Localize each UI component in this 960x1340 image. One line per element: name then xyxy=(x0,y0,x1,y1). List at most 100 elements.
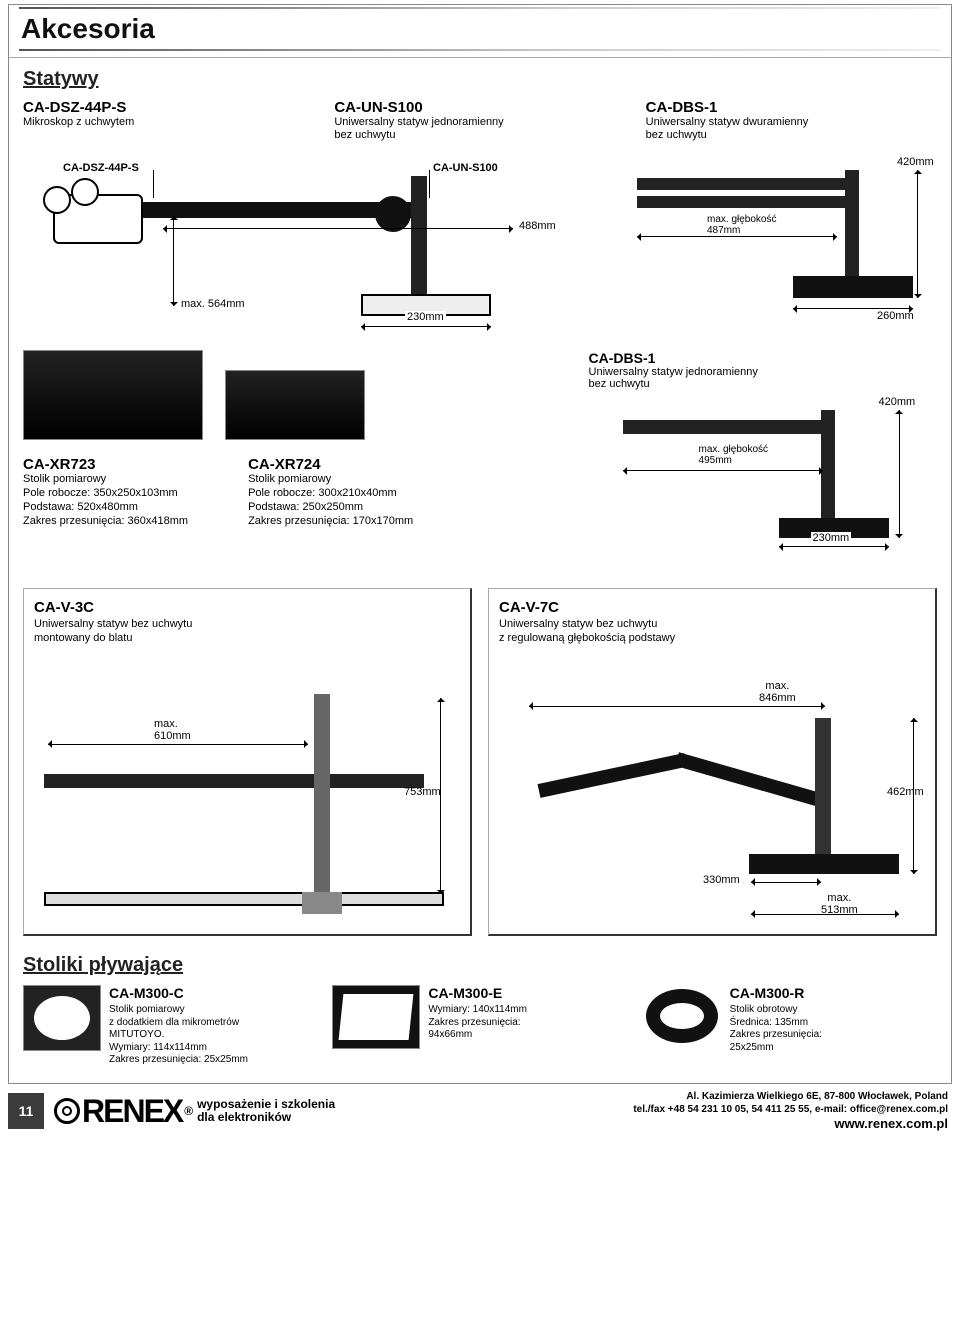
photo-xr723 xyxy=(23,350,203,440)
cv-name: CA-V-7C xyxy=(499,599,925,616)
photo-m300r xyxy=(642,985,722,1047)
section-stoliki: Stoliki pływające xyxy=(9,944,951,981)
dim-610: max. 610mm xyxy=(154,718,191,742)
dim-230b: 230mm xyxy=(811,532,852,544)
prod-desc: Uniwersalny statyw dwuramienny bez uchwy… xyxy=(646,116,937,142)
spec-name: CA-XR723 xyxy=(23,456,188,473)
schematic-cav3c: max. 610mm 753mm xyxy=(34,654,460,924)
spec-line: Pole robocze: 300x210x40mm xyxy=(248,487,413,501)
schematic-dbs-top: max. głębokość 487mm 420mm 260mm xyxy=(597,156,937,336)
dim-420b: 420mm xyxy=(879,396,916,408)
spec-line: Stolik pomiarowy xyxy=(23,473,188,487)
stolik-line: Zakres przesunięcia: xyxy=(730,1029,822,1040)
stolik-m300e: CA-M300-E Wymiary: 140x114mm Zakres prze… xyxy=(332,985,627,1049)
stolik-line: Wymiary: 114x114mm xyxy=(109,1042,207,1053)
registered-icon: ® xyxy=(184,1104,191,1118)
dim-330: 330mm xyxy=(703,874,740,886)
stolik-line: Stolik obrotowy xyxy=(730,1004,798,1015)
spec-xr724: CA-XR724 Stolik pomiarowy Pole robocze: … xyxy=(248,448,413,536)
tagline-2: dla elektroników xyxy=(197,1111,335,1125)
prod-name: CA-UN-S100 xyxy=(334,99,625,116)
spec-line: Zakres przesunięcia: 360x418mm xyxy=(23,515,188,529)
dim-arrow-230b xyxy=(779,546,889,547)
photo-xr724 xyxy=(225,370,365,440)
label-dsz: CA-DSZ-44P-S xyxy=(63,162,139,174)
page: Akcesoria Statywy CA-DSZ-44P-S Mikroskop… xyxy=(0,0,960,1141)
dim-488: 488mm xyxy=(519,220,556,232)
footer-tagline: wyposażenie i szkolenia dla elektroników xyxy=(197,1098,335,1126)
stolik-name: CA-M300-E xyxy=(428,985,527,1003)
spec-name: CA-XR724 xyxy=(248,456,413,473)
schematic-dbs-bottom: max. głębokość 495mm 420mm 230mm xyxy=(589,396,929,566)
label-un: CA-UN-S100 xyxy=(433,162,498,174)
dim-487: max. głębokość 487mm xyxy=(707,214,776,236)
stolik-line: Zakres przesunięcia: xyxy=(428,1017,520,1028)
stolik-name: CA-M300-C xyxy=(109,985,248,1003)
stolik-line: Średnica: 135mm xyxy=(730,1017,808,1028)
footer-brand: renex ® xyxy=(54,1093,191,1130)
dim-arrow-513 xyxy=(751,914,899,915)
prod-desc: Uniwersalny statyw jednoramienny bez uch… xyxy=(334,116,625,142)
dim-260: 260mm xyxy=(877,310,914,322)
schematic-dsz-un: CA-DSZ-44P-S CA-UN-S100 488mm max. 564mm… xyxy=(23,156,583,336)
cv-name: CA-V-3C xyxy=(34,599,460,616)
brand-text: renex xyxy=(82,1093,182,1130)
product-uns100: CA-UN-S100 Uniwersalny statyw jednoramie… xyxy=(334,99,625,142)
page-title: Akcesoria xyxy=(9,9,951,49)
outer-border: Akcesoria Statywy CA-DSZ-44P-S Mikroskop… xyxy=(8,4,952,1084)
prod-name: CA-DBS-1 xyxy=(646,99,937,116)
stolik-line: MITUTOYO. xyxy=(109,1029,164,1040)
title-bar: Akcesoria xyxy=(9,5,951,58)
stolik-line: Zakres przesunięcia: 25x25mm xyxy=(109,1054,248,1065)
dim-230a: 230mm xyxy=(405,311,446,323)
spec-xr723: CA-XR723 Stolik pomiarowy Pole robocze: … xyxy=(23,448,188,536)
stolik-line: 94x66mm xyxy=(428,1029,472,1040)
stolik-line: Stolik pomiarowy xyxy=(109,1004,185,1015)
stolik-m300c: CA-M300-C Stolik pomiarowy z dodatkiem d… xyxy=(23,985,318,1067)
product-dbs1: CA-DBS-1 Uniwersalny statyw dwuramienny … xyxy=(646,99,937,142)
dim-arrow-230a xyxy=(361,326,491,327)
stolik-line: 25x25mm xyxy=(730,1042,774,1053)
stolik-line: Wymiary: 140x114mm xyxy=(428,1004,527,1015)
photo-m300c xyxy=(23,985,101,1051)
gear-icon xyxy=(54,1098,80,1124)
schematic-cav7c: max. 846mm 462mm 330mm max. 513mm xyxy=(499,654,925,924)
stolik-m300r: CA-M300-R Stolik obrotowy Średnica: 135m… xyxy=(642,985,937,1055)
spec-line: Podstawa: 250x250mm xyxy=(248,501,413,515)
dim-420a: 420mm xyxy=(897,156,934,168)
prod-name: CA-DSZ-44P-S xyxy=(23,99,314,116)
products-row-1: CA-DSZ-44P-S Mikroskop z uchwytem CA-UN-… xyxy=(9,95,951,152)
dbs1-label: CA-DBS-1 xyxy=(589,350,937,366)
product-dsz44ps: CA-DSZ-44P-S Mikroskop z uchwytem xyxy=(23,99,314,142)
dim-513: max. 513mm xyxy=(821,892,858,916)
dim-arrow-260 xyxy=(793,308,913,309)
footer-url: www.renex.com.pl xyxy=(633,1116,948,1133)
spec-line: Podstawa: 520x480mm xyxy=(23,501,188,515)
diagram-row-2: CA-XR723 Stolik pomiarowy Pole robocze: … xyxy=(9,346,951,576)
tagline-1: wyposażenie i szkolenia xyxy=(197,1098,335,1112)
spec-line: Pole robocze: 350x250x103mm xyxy=(23,487,188,501)
page-footer: 11 renex ® wyposażenie i szkolenia dla e… xyxy=(8,1084,952,1133)
dim-arrow-487 xyxy=(637,236,837,237)
footer-contact: Al. Kazimierza Wielkiego 6E, 87-800 Włoc… xyxy=(633,1090,952,1133)
footer-tel: tel./fax +48 54 231 10 05, 54 411 25 55,… xyxy=(633,1103,948,1116)
spec-line: Stolik pomiarowy xyxy=(248,473,413,487)
cv-row: CA-V-3C Uniwersalny statyw bez uchwytu m… xyxy=(9,576,951,944)
dim-846: max. 846mm xyxy=(759,680,796,704)
dim-arrow-488 xyxy=(163,228,513,229)
footer-address: Al. Kazimierza Wielkiego 6E, 87-800 Włoc… xyxy=(633,1090,948,1103)
dim-arrow-420a xyxy=(917,170,918,298)
dim-arrow-330 xyxy=(751,882,821,883)
dim-462: 462mm xyxy=(887,786,924,798)
section-statywy: Statywy xyxy=(9,58,951,95)
photo-m300e xyxy=(332,985,420,1049)
dim-495: max. głębokość 495mm xyxy=(699,444,768,466)
dim-arrow-846 xyxy=(529,706,825,707)
stoliki-row: CA-M300-C Stolik pomiarowy z dodatkiem d… xyxy=(9,981,951,1083)
diagram-row-1: CA-DSZ-44P-S CA-UN-S100 488mm max. 564mm… xyxy=(9,152,951,346)
dim-arrow-610 xyxy=(48,744,308,745)
stolik-name: CA-M300-R xyxy=(730,985,822,1003)
stolik-line: z dodatkiem dla mikrometrów xyxy=(109,1017,239,1028)
dim-arrow-420b xyxy=(899,410,900,538)
cv-desc: Uniwersalny statyw bez uchwytu z regulow… xyxy=(499,618,925,646)
